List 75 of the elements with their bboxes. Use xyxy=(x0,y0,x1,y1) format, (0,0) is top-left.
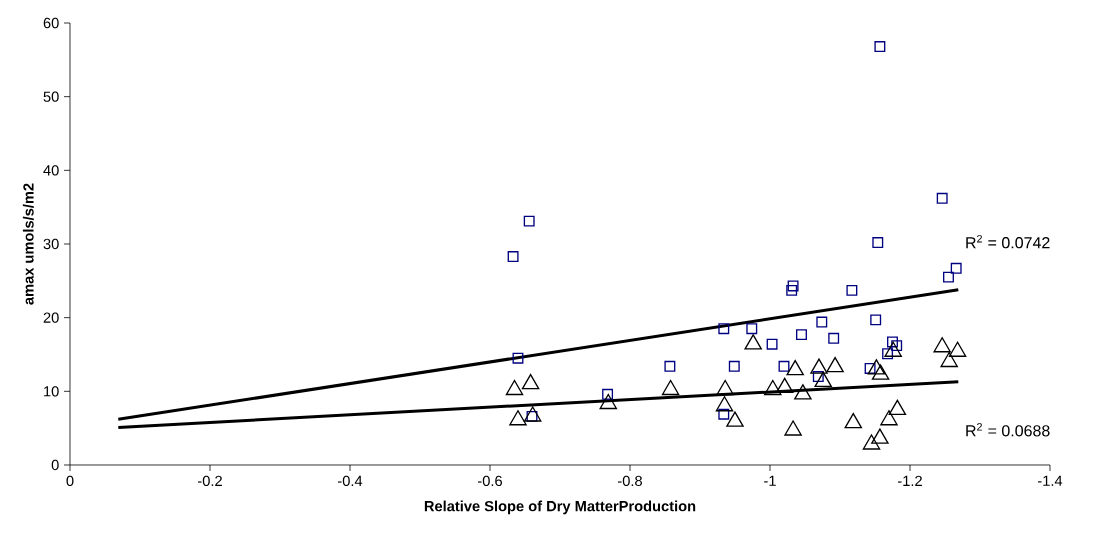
point xyxy=(871,428,889,444)
point xyxy=(523,406,542,422)
point xyxy=(509,410,527,426)
point xyxy=(870,314,882,326)
point xyxy=(523,215,535,227)
point xyxy=(746,323,758,335)
y-tick-label: 20 xyxy=(43,312,59,323)
point xyxy=(826,357,844,373)
point xyxy=(507,251,519,262)
x-axis-title: Relative Slope of Dry MatterProduction xyxy=(424,500,696,515)
x-tick-label: -1.4 xyxy=(1038,475,1063,486)
x-tick-label: -0.2 xyxy=(198,475,222,487)
point xyxy=(505,379,524,396)
point xyxy=(948,341,967,357)
point xyxy=(864,363,876,374)
point xyxy=(512,352,524,364)
y-tick-label: 50 xyxy=(43,91,59,102)
point xyxy=(728,360,740,372)
y-axis-title: amax umols/s/m2 xyxy=(22,183,34,305)
point xyxy=(778,360,790,372)
point xyxy=(716,379,734,396)
point xyxy=(787,280,799,292)
point xyxy=(846,284,858,296)
point xyxy=(943,271,954,283)
point xyxy=(867,359,886,375)
point xyxy=(784,420,802,436)
point xyxy=(887,336,898,348)
point xyxy=(786,359,804,376)
point xyxy=(880,410,898,426)
y-tick-label: 60 xyxy=(43,17,59,29)
point xyxy=(796,329,807,341)
point xyxy=(794,384,812,400)
point xyxy=(884,341,902,357)
annotation: R$^{2}$ = 0.0742 xyxy=(966,234,1050,249)
point xyxy=(936,192,948,204)
point xyxy=(744,334,762,350)
x-tick-label: -1 xyxy=(764,475,776,486)
point xyxy=(718,323,730,335)
point xyxy=(726,411,744,427)
point xyxy=(775,377,794,393)
point xyxy=(871,364,890,380)
x-tick-label: -0.6 xyxy=(478,475,502,487)
point xyxy=(661,379,680,396)
point xyxy=(664,360,676,372)
point xyxy=(844,412,863,429)
y-tick-label: 40 xyxy=(43,165,59,176)
point xyxy=(521,373,540,390)
point xyxy=(862,434,881,450)
point xyxy=(933,337,951,353)
point xyxy=(786,284,798,296)
y-tick-label: 10 xyxy=(44,386,59,397)
point xyxy=(599,393,618,410)
point xyxy=(764,379,782,396)
point xyxy=(891,340,903,352)
point xyxy=(888,399,907,416)
point xyxy=(950,262,962,274)
annotation: R$^{2}$ = 0.0688 xyxy=(966,423,1050,437)
x-tick-label: -1.2 xyxy=(898,475,922,486)
y-tick-label: 0 xyxy=(51,459,59,471)
point xyxy=(828,332,840,344)
x-tick-label: 0 xyxy=(66,475,74,487)
point xyxy=(814,371,832,388)
point xyxy=(602,388,614,400)
point xyxy=(715,396,734,412)
point xyxy=(816,316,828,328)
point xyxy=(872,237,884,248)
point xyxy=(940,351,958,368)
x-tick-label: -0.8 xyxy=(618,475,642,487)
y-tick-label: 30 xyxy=(43,238,59,250)
point xyxy=(812,371,824,383)
point xyxy=(882,348,894,360)
x-tick-label: -0.4 xyxy=(338,475,363,487)
point xyxy=(718,408,730,420)
point xyxy=(766,338,778,350)
point xyxy=(810,358,828,374)
